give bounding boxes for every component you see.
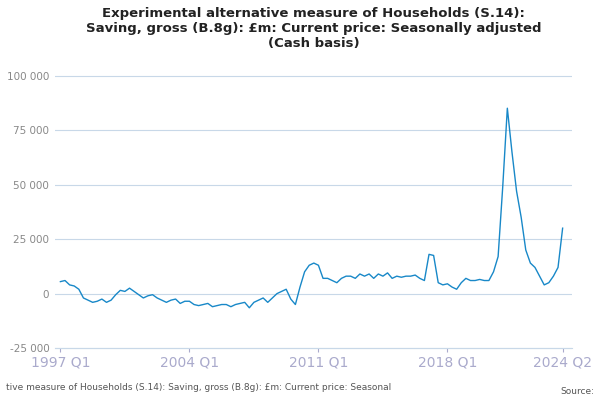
Text: tive measure of Households (S.14): Saving, gross (B.8g): £m: Current price: Seas: tive measure of Households (S.14): Savin… [6, 383, 391, 392]
Text: Source:: Source: [560, 387, 594, 396]
Title: Experimental alternative measure of Households (S.14):
Saving, gross (B.8g): £m:: Experimental alternative measure of Hous… [86, 7, 541, 50]
